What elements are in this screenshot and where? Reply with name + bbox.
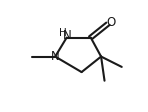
Text: N: N — [63, 29, 72, 42]
Text: H: H — [59, 28, 67, 38]
Text: O: O — [107, 16, 116, 29]
Text: N: N — [51, 50, 60, 63]
